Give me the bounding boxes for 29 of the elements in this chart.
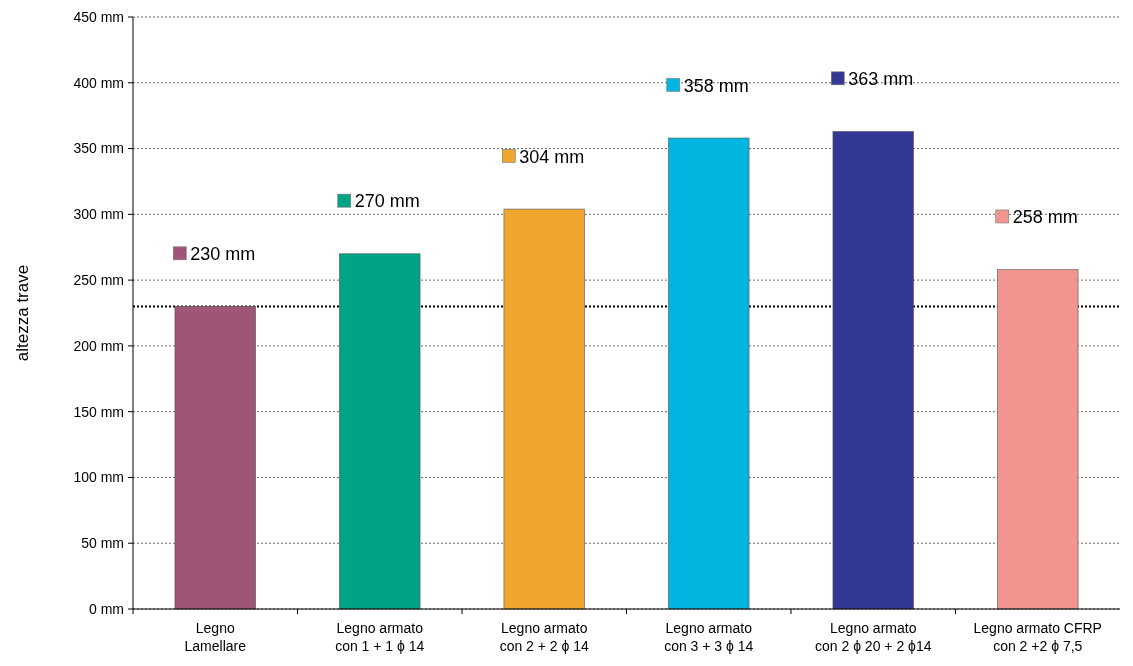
y-tick-label: 50 mm xyxy=(81,535,124,552)
data-label: 358 mm xyxy=(683,75,749,96)
y-tick-label: 350 mm xyxy=(73,140,124,157)
x-tick-label: Legno armato con 2 + 2 ϕ 14 xyxy=(499,620,590,654)
x-tick-label: Legno armato con 2 ϕ 20 + 2 ϕ14 xyxy=(815,620,932,654)
bar xyxy=(503,208,585,610)
x-tick-label: Legno Lamellare xyxy=(184,620,247,654)
data-label: 363 mm xyxy=(848,69,914,90)
data-label: 304 mm xyxy=(519,146,585,167)
y-tick-label: 450 mm xyxy=(73,8,124,25)
bar xyxy=(997,269,1079,610)
y-tick-label: 400 mm xyxy=(73,74,124,91)
y-tick-label: 0 mm xyxy=(89,600,124,617)
y-tick-label: 300 mm xyxy=(73,206,124,223)
bar xyxy=(668,137,750,610)
x-tick-label: Legno armato CFRP con 2 +2 ϕ 7,5 xyxy=(973,620,1102,654)
bar xyxy=(832,131,914,610)
y-tick-label: 200 mm xyxy=(73,337,124,354)
x-tick-label: Legno armato con 3 + 3 ϕ 14 xyxy=(664,620,754,654)
bar xyxy=(174,306,256,610)
y-tick-label: 150 mm xyxy=(73,403,124,420)
bar xyxy=(339,253,421,610)
x-tick-label: Legno armato con 1 + 1 ϕ 14 xyxy=(335,620,425,654)
data-label: 230 mm xyxy=(190,244,256,265)
y-tick-label: 100 mm xyxy=(73,469,124,486)
data-label: 258 mm xyxy=(1012,207,1078,228)
data-label: 270 mm xyxy=(354,191,420,212)
y-axis-title: altezza trave xyxy=(13,264,32,362)
y-tick-label: 250 mm xyxy=(73,272,124,289)
